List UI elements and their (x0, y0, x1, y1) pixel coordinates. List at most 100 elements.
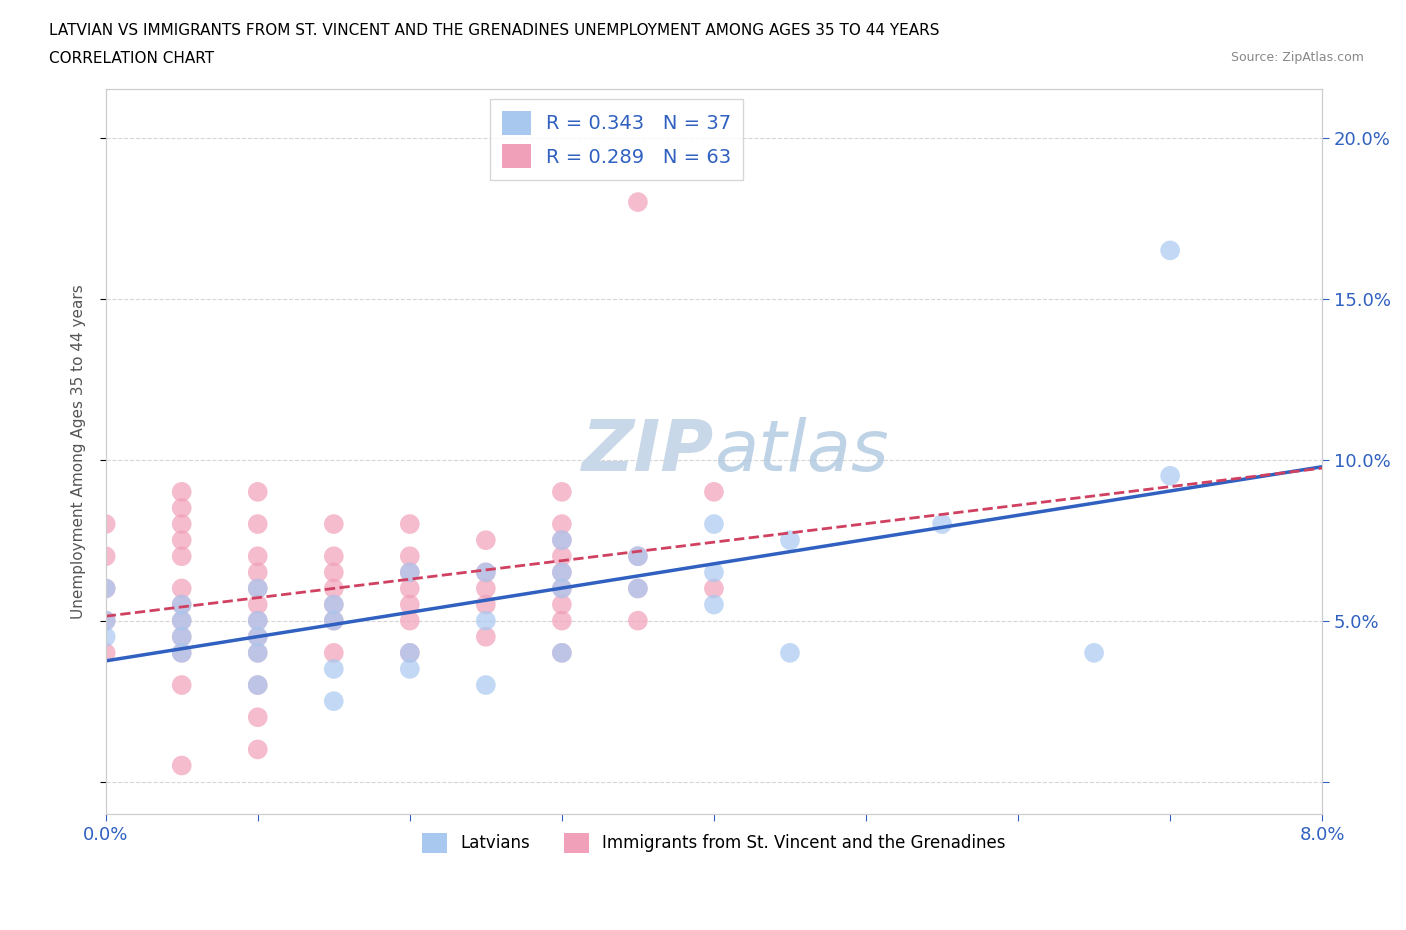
Point (246, 645, 269, 660)
Point (246, 565, 269, 579)
Point (551, 645, 574, 660)
Point (551, 581, 574, 596)
Point (475, 533, 498, 548)
Point (94, 549, 117, 564)
Point (246, 678, 269, 693)
Point (246, 549, 269, 564)
Point (398, 581, 420, 596)
Point (322, 581, 344, 596)
Point (246, 630, 269, 644)
Point (703, 581, 725, 596)
Text: CORRELATION CHART: CORRELATION CHART (49, 51, 214, 66)
Point (246, 517, 269, 532)
Y-axis label: Unemployment Among Ages 35 to 44 years: Unemployment Among Ages 35 to 44 years (72, 285, 86, 619)
Point (398, 597, 420, 612)
Point (170, 500, 193, 515)
Point (551, 565, 574, 579)
Point (94, 517, 117, 532)
Point (398, 565, 420, 579)
Point (931, 517, 953, 532)
Point (170, 678, 193, 693)
Point (94, 613, 117, 628)
Point (398, 661, 420, 676)
Point (627, 194, 650, 209)
Point (703, 517, 725, 532)
Point (551, 581, 574, 596)
Point (1159, 243, 1181, 258)
Point (551, 565, 574, 579)
Point (475, 597, 498, 612)
Point (322, 517, 344, 532)
Point (322, 694, 344, 709)
Point (475, 565, 498, 579)
Point (170, 597, 193, 612)
Point (94, 645, 117, 660)
Point (170, 533, 193, 548)
Point (170, 581, 193, 596)
Point (170, 630, 193, 644)
Point (322, 613, 344, 628)
Text: LATVIAN VS IMMIGRANTS FROM ST. VINCENT AND THE GRENADINES UNEMPLOYMENT AMONG AGE: LATVIAN VS IMMIGRANTS FROM ST. VINCENT A… (49, 23, 939, 38)
Point (551, 517, 574, 532)
Point (322, 645, 344, 660)
Point (170, 645, 193, 660)
Point (398, 565, 420, 579)
Point (246, 613, 269, 628)
Point (170, 613, 193, 628)
Point (246, 742, 269, 757)
Point (398, 645, 420, 660)
Point (779, 533, 801, 548)
Point (170, 758, 193, 773)
Point (322, 597, 344, 612)
Point (246, 630, 269, 644)
Point (398, 645, 420, 660)
Text: ZIP: ZIP (582, 418, 714, 486)
Point (94, 613, 117, 628)
Text: Source: ZipAtlas.com: Source: ZipAtlas.com (1230, 51, 1364, 64)
Point (398, 613, 420, 628)
Point (475, 565, 498, 579)
Point (94, 630, 117, 644)
Point (170, 549, 193, 564)
Point (551, 597, 574, 612)
Point (551, 485, 574, 499)
Point (627, 581, 650, 596)
Point (398, 549, 420, 564)
Point (170, 485, 193, 499)
Point (1159, 469, 1181, 484)
Point (246, 613, 269, 628)
Point (475, 581, 498, 596)
Point (779, 645, 801, 660)
Point (551, 549, 574, 564)
Point (627, 613, 650, 628)
Point (703, 597, 725, 612)
Point (627, 549, 650, 564)
Point (246, 645, 269, 660)
Point (475, 678, 498, 693)
Point (475, 613, 498, 628)
Point (1083, 645, 1105, 660)
Point (94, 581, 117, 596)
Point (322, 661, 344, 676)
Point (246, 710, 269, 724)
Point (551, 613, 574, 628)
Point (94, 581, 117, 596)
Point (322, 613, 344, 628)
Point (398, 517, 420, 532)
Point (246, 597, 269, 612)
Point (170, 613, 193, 628)
Point (551, 533, 574, 548)
Point (170, 597, 193, 612)
Point (627, 581, 650, 596)
Point (627, 549, 650, 564)
Point (551, 533, 574, 548)
Point (703, 565, 725, 579)
Point (170, 645, 193, 660)
Point (322, 597, 344, 612)
Point (246, 581, 269, 596)
Point (322, 565, 344, 579)
Point (246, 485, 269, 499)
Point (475, 630, 498, 644)
Point (322, 549, 344, 564)
Point (246, 581, 269, 596)
